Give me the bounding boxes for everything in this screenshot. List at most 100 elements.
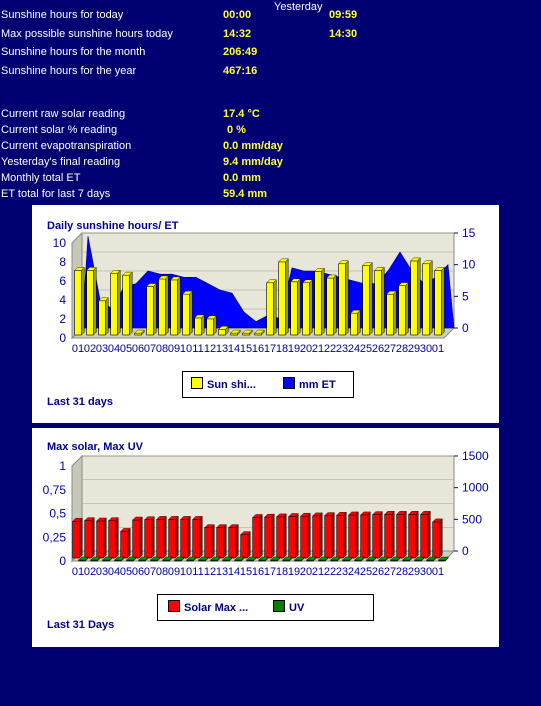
month-value: 206:49 [223, 46, 258, 58]
bar-sunshi [290, 278, 301, 336]
x-tick-label: 08 [156, 343, 168, 355]
bar-solarmax [180, 515, 191, 559]
bar-solarmax [348, 511, 359, 559]
bar-solarmax [192, 515, 203, 559]
bar-solarmax [336, 511, 347, 559]
bar-uv [102, 556, 113, 562]
bar-uv [330, 556, 341, 562]
x-tick-label: 09 [168, 566, 180, 578]
bar-uv [438, 556, 449, 562]
x-tick-label: 26 [372, 343, 384, 355]
month-label: Sunshine hours for the month [1, 46, 146, 58]
max-possible-value: 14:32 [223, 28, 252, 40]
bar-sunshi [350, 309, 361, 336]
bar-sunshi [122, 271, 133, 336]
x-tick-label: 15 [240, 566, 252, 578]
bar-sunshi [158, 275, 169, 336]
solar-chart-footer: Last 31 Days [47, 619, 115, 631]
raw-solar-value: 17.4 °C [223, 108, 260, 120]
legend-swatch-uv [273, 600, 285, 612]
x-tick-label: 05 [120, 566, 132, 578]
bar-solarmax [240, 531, 251, 559]
et7-value: 59.4 mm [223, 188, 268, 200]
evapo-value: 0.0 mm/day [223, 140, 283, 152]
solar-pct-value: 0 % [227, 124, 246, 136]
y-left-tick-label: 8 [59, 255, 66, 269]
bar-uv [246, 556, 257, 562]
x-tick-label: 04 [108, 343, 120, 355]
bar-uv [198, 556, 209, 562]
legend-label-et: mm ET [299, 379, 336, 391]
x-tick-label: 17 [264, 566, 276, 578]
bar-sunshi [266, 279, 277, 336]
y-left-tick-label: 0 [59, 331, 66, 345]
x-tick-label: 15 [240, 343, 252, 355]
yesterday-label: Yesterday [274, 1, 323, 13]
sunshine-yesterday-value: 09:59 [329, 9, 358, 21]
x-tick-label: 12 [204, 343, 216, 355]
bar-uv [114, 556, 125, 562]
x-tick-label: 02 [84, 343, 96, 355]
x-tick-label: 01 [72, 343, 84, 355]
bar-uv [258, 556, 269, 562]
x-tick-label: 06 [132, 566, 144, 578]
x-tick-label: 13 [216, 566, 228, 578]
bar-solarmax [108, 517, 119, 559]
x-tick-label: 29 [408, 343, 420, 355]
legend-item-sunshine: Sun shi... [191, 377, 256, 391]
max-possible-yesterday-value: 14:30 [329, 28, 358, 40]
x-tick-label: 19 [288, 566, 300, 578]
bar-sunshi [254, 329, 265, 336]
bar-uv [390, 556, 401, 562]
x-tick-label: 30 [420, 566, 432, 578]
bar-solarmax [384, 510, 395, 559]
x-tick-label: 27 [384, 343, 396, 355]
bar-solarmax [84, 517, 95, 559]
x-tick-label: 07 [144, 343, 156, 355]
bar-solarmax [132, 516, 143, 559]
y-right-tick-label: 1500 [462, 449, 489, 463]
bar-solarmax [228, 524, 239, 559]
x-tick-label: 01 [432, 566, 444, 578]
bar-sunshi [170, 276, 181, 336]
bar-uv [294, 556, 305, 562]
bar-solarmax [276, 513, 287, 559]
x-tick-label: 16 [252, 566, 264, 578]
bar-sunshi [74, 266, 85, 336]
bar-solarmax [432, 518, 443, 559]
monthly-et-value: 0.0 mm [223, 172, 261, 184]
bar-sunshi [422, 260, 433, 336]
raw-solar-label: Current raw solar reading [1, 108, 126, 120]
x-tick-label: 05 [120, 343, 132, 355]
bar-solarmax [264, 513, 275, 559]
x-tick-label: 02 [84, 566, 96, 578]
bar-sunshi [362, 262, 373, 336]
legend-label-solar: Solar Max ... [184, 602, 249, 614]
x-tick-label: 21 [312, 566, 324, 578]
y-left-tick-label: 0,75 [43, 483, 67, 497]
x-tick-label: 01 [432, 343, 444, 355]
y-left-tick-label: 0,25 [43, 530, 67, 544]
y-right-tick-label: 5 [462, 289, 469, 303]
y-left-tick-label: 2 [59, 312, 66, 326]
y-left-tick-label: 0,5 [49, 507, 66, 521]
sunshine-chart-title: Daily sunshine hours/ ET [47, 220, 179, 232]
x-tick-label: 14 [228, 566, 240, 578]
x-tick-label: 22 [324, 343, 336, 355]
y-left-tick-label: 0 [59, 554, 66, 568]
bar-uv [306, 556, 317, 562]
x-tick-label: 24 [348, 566, 360, 578]
y-left-tick-label: 10 [53, 236, 67, 250]
x-tick-label: 18 [276, 566, 288, 578]
legend-swatch-sunshine [191, 377, 203, 389]
sunshine-chart-legend: Sun shi... mm ET [182, 371, 354, 398]
x-tick-label: 16 [252, 343, 264, 355]
bar-uv [90, 556, 101, 562]
bar-solarmax [372, 511, 383, 559]
x-tick-label: 07 [144, 566, 156, 578]
yesterday-final-value: 9.4 mm/day [223, 156, 283, 168]
bar-sunshi [302, 279, 313, 336]
bar-sunshi [398, 282, 409, 336]
